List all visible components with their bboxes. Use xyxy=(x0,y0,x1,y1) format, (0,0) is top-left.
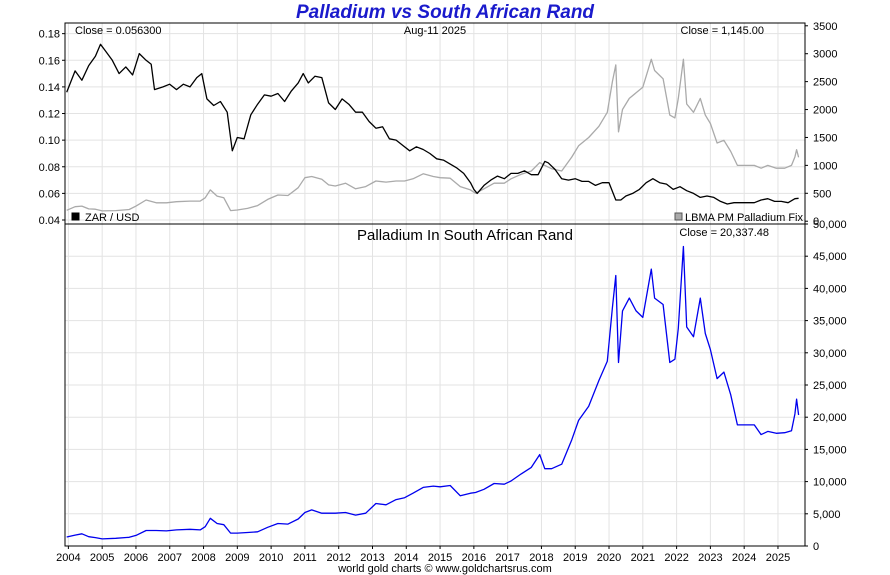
top-right-tick-label: 2000 xyxy=(813,105,837,117)
series-line-palladium-zar xyxy=(66,245,800,540)
bottom-right-tick-label: 35,000 xyxy=(813,316,847,328)
x-tick-label: 2012 xyxy=(326,552,350,564)
bottom-right-tick-label: 0 xyxy=(813,541,819,553)
top-right-tick-label: 2500 xyxy=(813,77,837,89)
legend-swatch-zar xyxy=(71,212,80,221)
top-close-left-label: Close = 0.056300 xyxy=(75,25,162,37)
bottom-close-right-label: Close = 20,337.48 xyxy=(679,227,769,239)
x-tick-label: 2024 xyxy=(732,552,756,564)
top-date-label: Aug-11 2025 xyxy=(404,25,466,37)
top-close-right-label: Close = 1,145.00 xyxy=(681,25,764,37)
top-left-tick-label: 0.12 xyxy=(39,109,60,121)
bottom-right-tick-label: 25,000 xyxy=(813,380,847,392)
x-tick-label: 2013 xyxy=(360,552,384,564)
top-left-tick-label: 0.04 xyxy=(39,215,60,227)
x-tick-label: 2007 xyxy=(158,552,182,564)
x-tick-label: 2022 xyxy=(664,552,688,564)
top-right-tick-label: 0 xyxy=(813,216,819,228)
bottom-right-tick-label: 15,000 xyxy=(813,444,847,456)
top-left-tick-label: 0.10 xyxy=(39,135,60,147)
bottom-right-tick-label: 50,000 xyxy=(813,219,847,231)
x-tick-label: 2018 xyxy=(529,552,553,564)
top-right-tick-label: 3500 xyxy=(813,21,837,33)
x-tick-label: 2010 xyxy=(259,552,283,564)
bottom-right-tick-label: 30,000 xyxy=(813,348,847,360)
series-line-zar-usd xyxy=(66,43,799,205)
x-tick-label: 2020 xyxy=(597,552,621,564)
chart-title: Palladium vs South African Rand xyxy=(295,2,595,23)
bottom-right-tick-label: 20,000 xyxy=(813,412,847,424)
x-tick-label: 2016 xyxy=(462,552,486,564)
bottom-right-tick-label: 45,000 xyxy=(813,251,847,263)
top-right-tick-label: 1000 xyxy=(813,160,837,172)
x-tick-label: 2019 xyxy=(563,552,587,564)
x-tick-label: 2023 xyxy=(698,552,722,564)
legend-label-zar: ZAR / USD xyxy=(85,212,139,224)
x-tick-label: 2011 xyxy=(293,552,317,564)
top-left-tick-label: 0.16 xyxy=(39,55,60,67)
series-line-palladium-usd xyxy=(66,58,800,212)
bottom-right-tick-label: 10,000 xyxy=(813,477,847,489)
x-tick-label: 2025 xyxy=(766,552,790,564)
top-left-tick-label: 0.18 xyxy=(39,29,60,41)
bottom-panel-title: Palladium In South African Rand xyxy=(357,227,573,244)
bottom-right-tick-label: 5,000 xyxy=(813,509,841,521)
x-tick-label: 2008 xyxy=(191,552,215,564)
x-tick-label: 2006 xyxy=(124,552,148,564)
x-tick-label: 2005 xyxy=(90,552,114,564)
x-tick-label: 2015 xyxy=(428,552,452,564)
legend-swatch-palladium xyxy=(674,212,683,221)
top-right-tick-label: 3000 xyxy=(813,49,837,61)
bottom-right-tick-label: 40,000 xyxy=(813,283,847,295)
x-tick-label: 2004 xyxy=(56,552,80,564)
top-right-tick-label: 1500 xyxy=(813,132,837,144)
x-tick-label: 2017 xyxy=(495,552,519,564)
legend-label-palladium: LBMA PM Palladium Fix xyxy=(685,212,803,224)
x-tick-label: 2014 xyxy=(394,552,418,564)
top-right-tick-label: 500 xyxy=(813,188,831,200)
top-left-tick-label: 0.06 xyxy=(39,188,60,200)
top-left-tick-label: 0.14 xyxy=(39,82,60,94)
x-tick-label: 2021 xyxy=(631,552,655,564)
x-tick-label: 2009 xyxy=(225,552,249,564)
footer-credit: world gold charts © www.goldchartsrus.co… xyxy=(338,563,552,575)
top-left-tick-label: 0.08 xyxy=(39,162,60,174)
